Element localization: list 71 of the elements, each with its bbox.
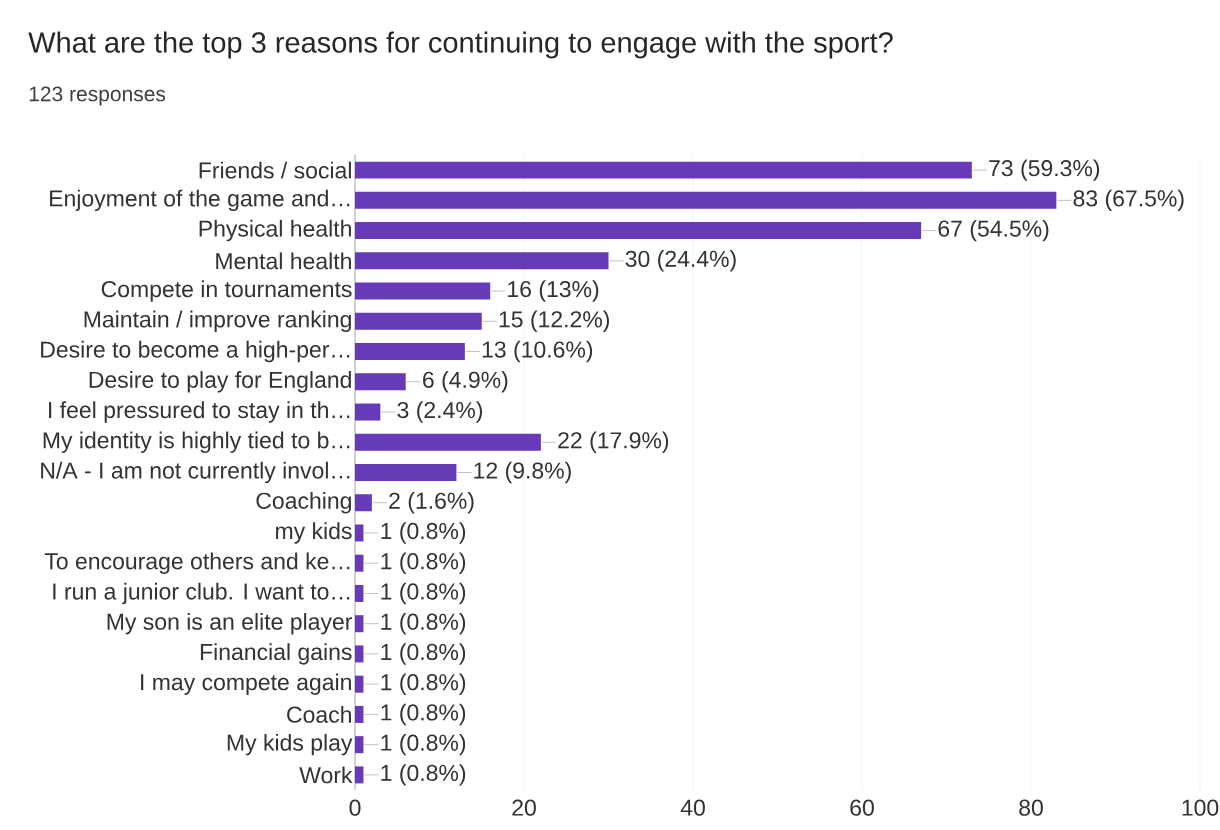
x-tick-label: 0 bbox=[349, 799, 361, 816]
data-label: 1 (0.8%) bbox=[381, 733, 466, 756]
y-tick-label: I feel pressured to stay in th… bbox=[49, 401, 350, 423]
bar bbox=[355, 373, 406, 391]
bar bbox=[355, 645, 364, 663]
y-tick-label: I may compete again bbox=[141, 673, 351, 695]
bar bbox=[355, 403, 381, 421]
data-label: 1 (0.8%) bbox=[381, 552, 466, 574]
data-label: 6 (4.9%) bbox=[423, 371, 508, 393]
y-tick-label: To encourage others and ke… bbox=[44, 552, 350, 574]
data-label: 1 (0.8%) bbox=[381, 764, 466, 786]
y-tick-label: N/A - I am not currently invol… bbox=[41, 461, 350, 484]
y-tick-label: Physical health bbox=[199, 219, 351, 242]
x-tick-label: 20 bbox=[512, 799, 536, 816]
y-tick-label: Maintain / improve ranking bbox=[84, 310, 351, 333]
data-label: 73 (59.3%) bbox=[989, 159, 1100, 181]
bar bbox=[355, 161, 972, 179]
bar bbox=[355, 554, 364, 572]
bar bbox=[355, 464, 457, 481]
bar bbox=[355, 343, 465, 361]
y-tick-label: Financial gains bbox=[200, 643, 352, 665]
bar bbox=[355, 312, 482, 330]
bar bbox=[355, 494, 372, 512]
data-label: 1 (0.8%) bbox=[381, 643, 466, 665]
data-label: 1 (0.8%) bbox=[381, 522, 466, 544]
data-label: 67 (54.5%) bbox=[938, 219, 1049, 242]
data-label: 1 (0.8%) bbox=[381, 582, 466, 605]
y-tick-label: Desire to become a high-per… bbox=[41, 340, 350, 363]
bar bbox=[355, 524, 364, 542]
x-tick-label: 100 bbox=[1182, 799, 1219, 816]
bar bbox=[355, 282, 491, 300]
bar bbox=[355, 191, 1057, 209]
y-tick-label: Friends / social bbox=[199, 161, 351, 179]
y-tick-label: Coach bbox=[287, 705, 351, 723]
y-tick-label: My kids play bbox=[227, 733, 353, 756]
y-tick-label: Compete in tournaments bbox=[101, 280, 352, 302]
data-label: 2 (1.6%) bbox=[389, 492, 474, 514]
bar bbox=[355, 615, 364, 633]
y-tick-label: I run a junior club. I want to… bbox=[53, 582, 350, 605]
y-tick-label: My son is an elite player bbox=[107, 612, 353, 635]
y-tick-label: My identity is highly tied to b… bbox=[43, 431, 350, 453]
chart-title: What are the top 3 reasons for continuing to engage with the sport? bbox=[28, 31, 893, 59]
data-label: 1 (0.8%) bbox=[381, 703, 466, 726]
y-tick-label: my kids bbox=[276, 522, 352, 544]
x-tick-label: 60 bbox=[850, 799, 874, 816]
data-label: 12 (9.8%) bbox=[474, 461, 571, 484]
bar bbox=[355, 584, 364, 602]
text: 123 responses bbox=[29, 86, 166, 106]
data-label: 30 (24.4%) bbox=[625, 250, 736, 272]
bar bbox=[355, 766, 364, 784]
data-label: 1 (0.8%) bbox=[381, 612, 466, 635]
data-label: 83 (67.5%) bbox=[1073, 189, 1184, 212]
bar bbox=[355, 222, 922, 240]
bar bbox=[355, 736, 364, 754]
data-label: 15 (12.2%) bbox=[499, 310, 610, 333]
bar bbox=[355, 705, 364, 723]
x-tick-label: 40 bbox=[680, 799, 705, 816]
data-label: 3 (2.4%) bbox=[397, 401, 483, 423]
y-tick-label: Work bbox=[299, 766, 353, 784]
y-tick-label: Desire to play for England bbox=[89, 371, 351, 393]
bar bbox=[355, 675, 364, 693]
data-label: 13 (10.6%) bbox=[482, 340, 593, 363]
data-label: 16 (13%) bbox=[508, 280, 599, 302]
y-tick-label: Mental health bbox=[216, 252, 351, 270]
bar bbox=[355, 252, 609, 270]
y-tick-label: Coaching bbox=[256, 492, 351, 514]
data-label: 1 (0.8%) bbox=[381, 673, 466, 695]
data-label: 22 (17.9%) bbox=[558, 431, 669, 453]
bar bbox=[355, 433, 541, 451]
x-tick-label: 80 bbox=[1019, 799, 1043, 816]
y-tick-label: Enjoyment of the game and… bbox=[50, 189, 350, 212]
